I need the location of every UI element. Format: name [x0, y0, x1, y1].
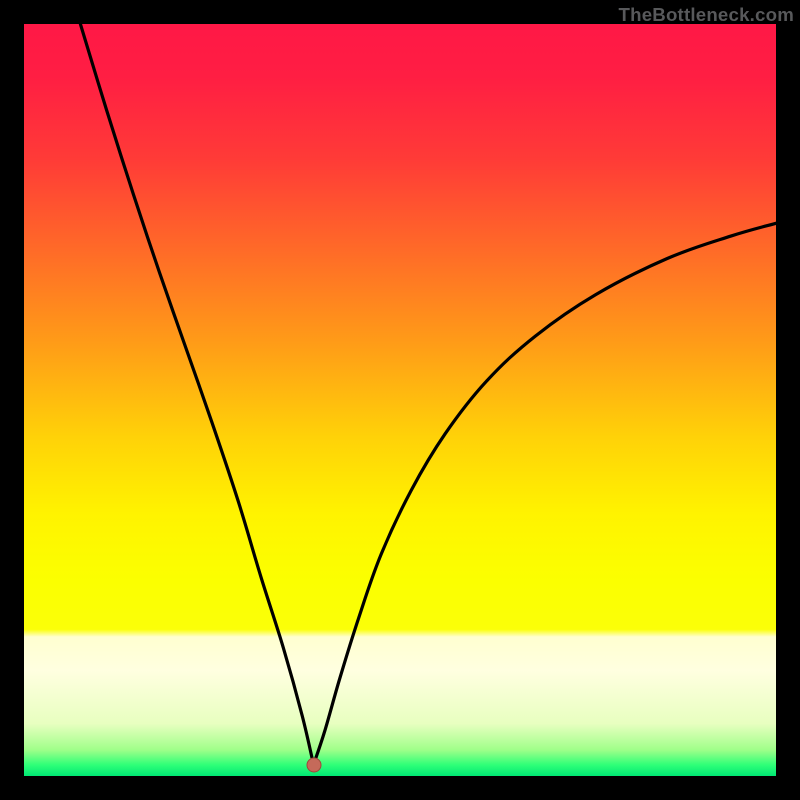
watermark-label: TheBottleneck.com [619, 4, 795, 26]
plot-area [24, 24, 776, 776]
bottleneck-curve [24, 24, 776, 776]
chart-container: TheBottleneck.com [0, 0, 800, 800]
optimal-point-marker [306, 757, 321, 772]
